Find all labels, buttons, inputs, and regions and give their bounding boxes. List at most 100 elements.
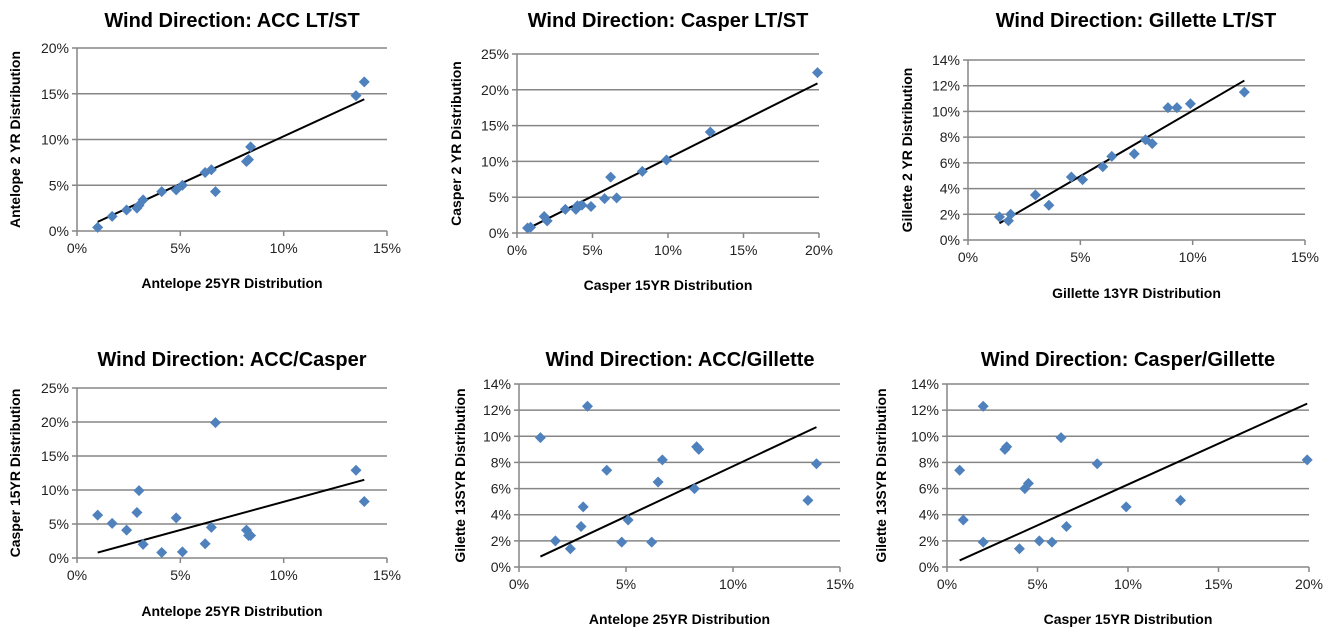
x-axis-title: Casper 15YR Distribution xyxy=(584,277,753,293)
y-axis-title: Gilette 13SYR Distribution xyxy=(452,388,468,562)
data-point xyxy=(660,154,672,166)
x-axis-title: Casper 15YR Distribution xyxy=(1044,611,1213,627)
data-point xyxy=(1043,199,1055,211)
y-tick-label: 25% xyxy=(41,380,69,396)
y-tick-label: 20% xyxy=(41,40,69,56)
data-point xyxy=(209,186,221,198)
y-tick-label: 10% xyxy=(41,132,69,148)
chart-title: Wind Direction: Gillette LT/ST xyxy=(996,10,1277,32)
data-point xyxy=(1146,138,1158,150)
y-tick-label: 10% xyxy=(932,103,960,119)
chart-3: Wind Direction: Gillette LT/ST 0% 2% 4% 6% 8%… xyxy=(899,10,1319,301)
y-tick-label: 0% xyxy=(940,232,960,248)
data-point xyxy=(1033,535,1045,547)
x-tick-label: 5% xyxy=(582,242,602,258)
y-axis-title: Gillette 2 YR Distribution xyxy=(899,68,915,233)
data-point xyxy=(1065,171,1077,183)
data-point xyxy=(1055,432,1067,444)
data-point xyxy=(209,417,221,429)
y-tick-label: 4% xyxy=(491,507,511,523)
y-tick-label: 8% xyxy=(491,454,511,470)
y-tick-label: 0% xyxy=(491,559,511,575)
trend-line xyxy=(959,402,1308,562)
y-tick-label: 2% xyxy=(940,206,960,222)
y-tick-label: 12% xyxy=(911,402,939,418)
y-tick-label: 15% xyxy=(41,448,69,464)
x-tick-label: 5% xyxy=(170,567,190,583)
x-tick-label: 5% xyxy=(1070,249,1090,265)
data-point xyxy=(1184,98,1196,110)
data-point xyxy=(205,164,217,176)
data-point xyxy=(693,443,705,455)
data-point xyxy=(704,126,716,138)
data-point xyxy=(1238,86,1250,98)
data-point xyxy=(559,203,571,215)
y-tick-label: 5% xyxy=(49,177,69,193)
x-tick-label: 10% xyxy=(270,240,298,256)
x-tick-label: 10% xyxy=(1114,576,1142,592)
data-point xyxy=(622,514,634,526)
data-point xyxy=(358,496,370,508)
chart-5: Wind Direction: ACC/Gillette 0% 2% 4% 6% 8% 10… xyxy=(452,349,854,627)
data-point xyxy=(541,215,553,227)
x-tick-label: 0% xyxy=(507,242,527,258)
data-point xyxy=(156,186,168,198)
data-point xyxy=(549,535,561,547)
x-tick-label: 15% xyxy=(373,240,401,256)
data-point xyxy=(957,514,969,526)
data-point xyxy=(170,512,182,524)
y-tick-label: 4% xyxy=(919,507,939,523)
data-point xyxy=(1022,477,1034,489)
data-point xyxy=(176,546,188,558)
y-tick-label: 10% xyxy=(911,428,939,444)
data-point xyxy=(199,538,211,550)
y-tick-label: 6% xyxy=(919,481,939,497)
data-point xyxy=(121,204,133,216)
chart-title: Wind Direction: ACC/Casper xyxy=(97,349,366,371)
x-tick-label: 10% xyxy=(1179,249,1207,265)
x-tick-label: 10% xyxy=(719,576,747,592)
data-point xyxy=(599,193,611,205)
y-tick-label: 14% xyxy=(911,376,939,392)
y-tick-label: 25% xyxy=(481,46,509,62)
x-tick-label: 15% xyxy=(1291,249,1319,265)
data-point xyxy=(131,506,143,518)
data-point xyxy=(1001,441,1013,453)
y-tick-label: 12% xyxy=(932,78,960,94)
data-point xyxy=(245,530,257,542)
data-point xyxy=(1171,102,1183,114)
y-tick-label: 0% xyxy=(49,550,69,566)
y-tick-label: 0% xyxy=(489,225,509,241)
chart-title: Wind Direction: ACC/Gillette xyxy=(545,349,814,371)
data-point xyxy=(1162,102,1174,114)
chart-4: Wind Direction: ACC/Casper 0% 5% 10% 15% 20% 2… xyxy=(7,349,401,619)
chart-title: Wind Direction: Casper LT/ST xyxy=(528,10,809,32)
y-tick-label: 14% xyxy=(932,52,960,68)
y-tick-label: 8% xyxy=(919,454,939,470)
y-axis-title: Casper 15YR Distribution xyxy=(7,389,23,558)
data-point xyxy=(358,76,370,88)
chart-1: Wind Direction: ACC LT/ST 0% 5% 10% 15% 20% 0%… xyxy=(7,10,401,291)
data-point xyxy=(577,501,589,513)
x-tick-label: 5% xyxy=(1027,576,1047,592)
data-point xyxy=(581,400,593,412)
data-point xyxy=(1060,520,1072,532)
data-point xyxy=(121,524,133,536)
y-tick-label: 8% xyxy=(940,129,960,145)
y-axis-title: Gilette 13SYR Distribution xyxy=(873,388,889,562)
data-point xyxy=(636,165,648,177)
data-point xyxy=(652,476,664,488)
data-point xyxy=(611,192,623,204)
data-point xyxy=(92,509,104,521)
x-axis-title: Antelope 25YR Distribution xyxy=(141,275,322,291)
data-point xyxy=(575,520,587,532)
trend-line xyxy=(539,426,817,558)
y-tick-label: 2% xyxy=(491,533,511,549)
y-axis-title: Antelope 2 YR Distribution xyxy=(7,51,23,228)
x-tick-label: 0% xyxy=(937,576,957,592)
data-point xyxy=(1128,148,1140,160)
x-tick-label: 5% xyxy=(170,240,190,256)
data-point xyxy=(133,485,145,497)
data-point xyxy=(243,154,255,166)
data-point xyxy=(137,538,149,550)
